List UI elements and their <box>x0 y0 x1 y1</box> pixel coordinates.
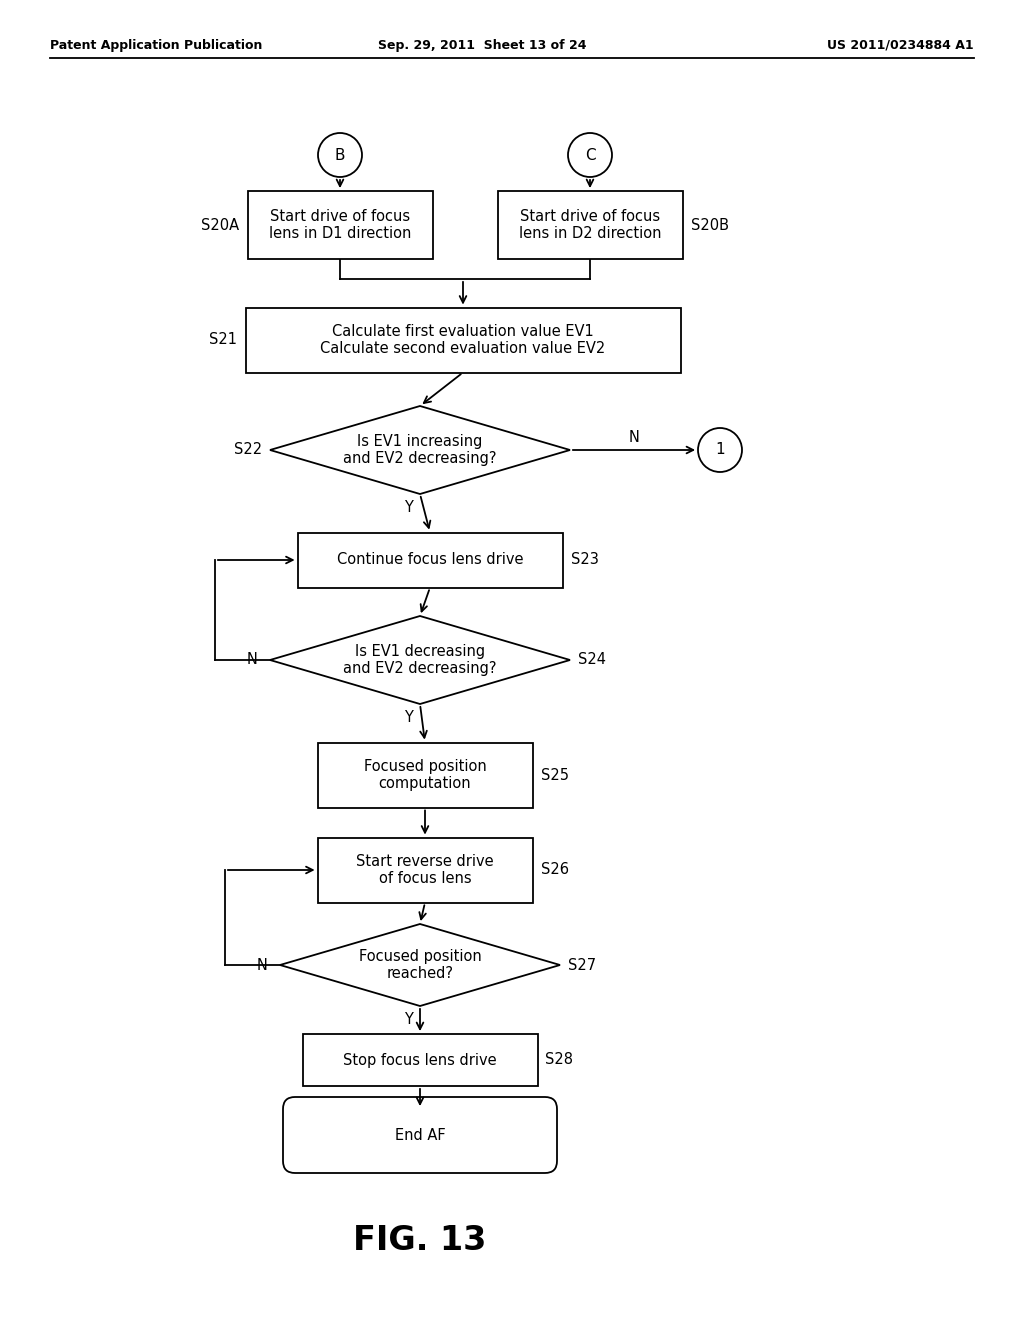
Text: S24: S24 <box>578 652 606 668</box>
Text: S22: S22 <box>233 442 262 458</box>
Text: Focused position
computation: Focused position computation <box>364 759 486 791</box>
Circle shape <box>568 133 612 177</box>
FancyBboxPatch shape <box>283 1097 557 1173</box>
FancyBboxPatch shape <box>317 742 532 808</box>
Text: Patent Application Publication: Patent Application Publication <box>50 38 262 51</box>
Text: S20A: S20A <box>202 218 240 232</box>
Text: Sep. 29, 2011  Sheet 13 of 24: Sep. 29, 2011 Sheet 13 of 24 <box>378 38 587 51</box>
Text: S28: S28 <box>546 1052 573 1068</box>
Text: N: N <box>247 652 258 668</box>
Text: Is EV1 increasing
and EV2 decreasing?: Is EV1 increasing and EV2 decreasing? <box>343 434 497 466</box>
FancyBboxPatch shape <box>248 191 432 259</box>
Text: Stop focus lens drive: Stop focus lens drive <box>343 1052 497 1068</box>
Polygon shape <box>270 616 570 704</box>
Text: FIG. 13: FIG. 13 <box>353 1224 486 1257</box>
Text: End AF: End AF <box>394 1127 445 1143</box>
Text: Y: Y <box>403 1012 413 1027</box>
Text: S25: S25 <box>541 767 568 783</box>
FancyBboxPatch shape <box>246 308 681 372</box>
Polygon shape <box>270 407 570 494</box>
Circle shape <box>698 428 742 473</box>
Text: B: B <box>335 148 345 162</box>
Text: Focused position
reached?: Focused position reached? <box>358 949 481 981</box>
Text: Start drive of focus
lens in D2 direction: Start drive of focus lens in D2 directio… <box>519 209 662 242</box>
Text: Is EV1 decreasing
and EV2 decreasing?: Is EV1 decreasing and EV2 decreasing? <box>343 644 497 676</box>
Text: Continue focus lens drive: Continue focus lens drive <box>337 553 523 568</box>
FancyBboxPatch shape <box>298 532 562 587</box>
Text: Start reverse drive
of focus lens: Start reverse drive of focus lens <box>356 854 494 886</box>
Text: C: C <box>585 148 595 162</box>
Text: Calculate first evaluation value EV1
Calculate second evaluation value EV2: Calculate first evaluation value EV1 Cal… <box>321 323 605 356</box>
Text: S21: S21 <box>210 333 238 347</box>
Text: Start drive of focus
lens in D1 direction: Start drive of focus lens in D1 directio… <box>269 209 412 242</box>
Text: S23: S23 <box>570 553 598 568</box>
Text: N: N <box>257 957 268 973</box>
Text: S27: S27 <box>568 957 596 973</box>
Text: US 2011/0234884 A1: US 2011/0234884 A1 <box>827 38 974 51</box>
Text: Y: Y <box>403 710 413 726</box>
Polygon shape <box>280 924 560 1006</box>
FancyBboxPatch shape <box>317 837 532 903</box>
Text: Y: Y <box>403 500 413 516</box>
Text: N: N <box>629 430 639 446</box>
Text: S26: S26 <box>541 862 568 878</box>
Text: 1: 1 <box>715 442 725 458</box>
FancyBboxPatch shape <box>498 191 683 259</box>
Circle shape <box>318 133 362 177</box>
FancyBboxPatch shape <box>302 1034 538 1086</box>
Text: S20B: S20B <box>690 218 728 232</box>
